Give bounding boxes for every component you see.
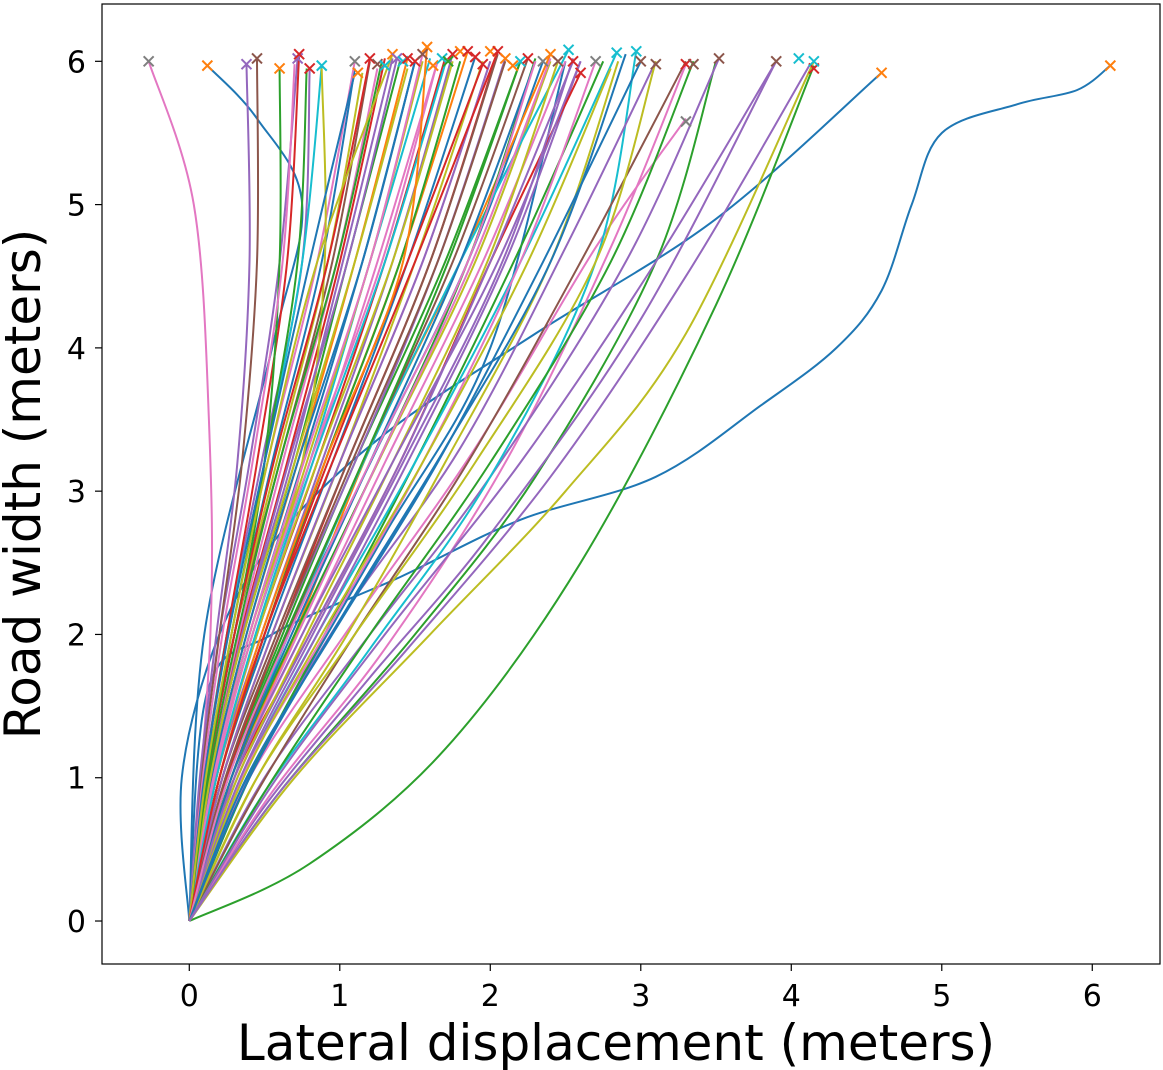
end-marker-52 — [793, 52, 805, 65]
x-tick-label: 3 — [631, 979, 650, 1014]
end-marker-46 — [650, 58, 662, 70]
x-tick-label: 4 — [782, 979, 801, 1014]
trajectory-line-93 — [188, 65, 811, 922]
y-tick-label: 0 — [67, 905, 86, 940]
trajectory-line-70 — [188, 61, 383, 922]
end-marker-43 — [610, 47, 623, 59]
end-marker-45 — [635, 55, 647, 68]
end-marker-18 — [401, 52, 414, 65]
end-marker-56 — [1104, 59, 1117, 72]
plot-frame — [101, 3, 1161, 965]
trajectory-line-58 — [188, 60, 695, 922]
trajectory-line-10 — [188, 63, 687, 922]
end-markers — [142, 41, 1117, 128]
trajectory-line-61 — [188, 60, 597, 922]
y-tick-label: 5 — [67, 189, 86, 224]
x-tick-label: 0 — [180, 979, 199, 1014]
end-marker-11 — [352, 67, 364, 79]
trajectory-line-59 — [188, 61, 657, 922]
end-marker-22 — [427, 59, 439, 72]
end-marker-5 — [273, 62, 286, 75]
end-marker-49 — [687, 58, 700, 70]
trajectory-line-86 — [188, 53, 394, 922]
trajectory-line-7 — [188, 60, 815, 922]
end-marker-27 — [462, 45, 474, 57]
trajectory-line-60 — [188, 53, 627, 922]
trajectory-line-14 — [188, 60, 687, 922]
trajectory-line-5 — [188, 65, 815, 922]
end-marker-29 — [477, 58, 489, 70]
trajectory-line-9 — [188, 60, 778, 922]
x-tick-label: 1 — [330, 979, 349, 1014]
x-tick-label: 6 — [1083, 979, 1102, 1014]
end-marker-42 — [589, 55, 602, 68]
end-marker-1 — [142, 55, 155, 68]
trajectory-line-74 — [188, 63, 447, 922]
end-marker-39 — [562, 44, 575, 56]
trajectory-line-55 — [188, 64, 251, 922]
end-marker-55 — [875, 67, 888, 79]
end-marker-41 — [574, 67, 587, 79]
end-marker-16 — [391, 52, 403, 65]
y-axis-ticks: 0 1 2 3 4 5 6 — [67, 45, 102, 940]
trajectory-line-76 — [188, 60, 492, 922]
trajectory-line-77 — [188, 60, 507, 922]
trajectory-line-72 — [188, 68, 409, 922]
trajectory-line-67 — [188, 61, 439, 922]
end-marker-25 — [446, 48, 459, 60]
trajectory-line-88 — [188, 60, 582, 922]
y-tick-label: 4 — [67, 332, 86, 367]
trajectory-line-68 — [188, 61, 416, 922]
trajectory-line-85 — [188, 72, 356, 922]
trajectory-line-89 — [188, 60, 537, 922]
end-marker-23 — [436, 52, 448, 65]
end-marker-50 — [713, 52, 725, 65]
x-tick-label: 2 — [481, 979, 500, 1014]
trajectory-line-73 — [188, 53, 424, 922]
end-marker-21 — [421, 41, 433, 53]
trajectory-line-90 — [188, 68, 612, 922]
end-marker-51 — [770, 55, 782, 68]
end-marker-47 — [680, 115, 692, 128]
end-marker-33 — [507, 59, 519, 72]
plot-background — [102, 4, 1160, 964]
end-marker-24 — [442, 55, 454, 68]
end-marker-40 — [567, 55, 579, 68]
trajectory-line-82 — [188, 58, 575, 922]
end-marker-7 — [293, 48, 305, 60]
y-tick-label: 2 — [67, 618, 86, 653]
y-axis-label: Road width (meters) — [0, 229, 52, 740]
end-marker-14 — [379, 59, 391, 72]
y-tick-label: 3 — [67, 475, 86, 510]
end-marker-3 — [240, 58, 253, 70]
trajectory-line-91 — [188, 60, 642, 922]
end-marker-8 — [303, 62, 316, 75]
trajectory-line-54 — [188, 58, 260, 922]
trajectory-line-84 — [188, 64, 296, 922]
end-marker-10 — [349, 55, 361, 68]
end-marker-9 — [316, 59, 328, 72]
end-marker-44 — [630, 45, 642, 57]
trajectory-lines — [147, 46, 1111, 922]
x-axis-ticks: 0 1 2 3 4 5 6 — [180, 964, 1102, 1014]
end-marker-54 — [808, 55, 820, 68]
x-tick-label: 5 — [932, 979, 951, 1014]
end-marker-2 — [201, 59, 214, 72]
trajectory-line-3 — [188, 64, 304, 922]
trajectory-line-92 — [188, 60, 778, 922]
y-tick-label: 6 — [67, 45, 86, 80]
end-marker-12 — [364, 52, 376, 65]
y-tick-label: 1 — [67, 762, 86, 797]
x-axis-label: Lateral displacement (meters) — [237, 1014, 995, 1070]
trajectory-line-87 — [188, 50, 499, 922]
end-marker-4 — [251, 52, 263, 65]
end-marker-34 — [514, 55, 527, 68]
trajectory-line-81 — [188, 60, 559, 922]
end-marker-35 — [522, 52, 534, 65]
trajectory-line-79 — [188, 60, 537, 922]
end-marker-38 — [552, 55, 564, 68]
end-marker-20 — [416, 48, 429, 60]
